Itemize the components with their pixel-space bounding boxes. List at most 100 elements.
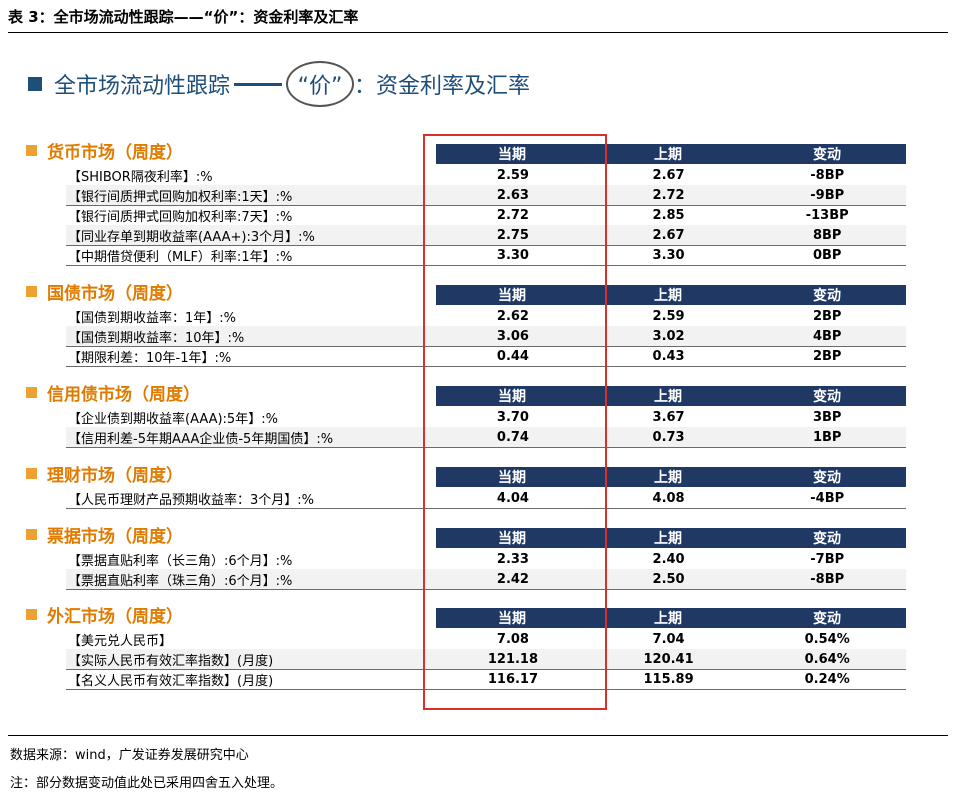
table-row: 【票据直贴利率（珠三角）:6个月】:% 2.42 2.50 -8BP — [66, 569, 906, 590]
section-square-icon — [26, 286, 37, 297]
banner-suffix: ：资金利率及汇率 — [354, 74, 531, 99]
col-header-previous: 上期 — [654, 147, 682, 163]
table-row: 【信用利差-5年期AAA企业债-5年期国债】:% 0.74 0.73 1BP — [66, 427, 906, 448]
column-header-row: 当期 上期 变动 — [436, 386, 906, 406]
footnote: 注：部分数据变动值此处已采用四舍五入处理。 — [10, 776, 284, 791]
col-header-change: 变动 — [813, 147, 841, 163]
value-current: 0.74 — [496, 429, 529, 445]
col-header-previous: 上期 — [654, 611, 682, 627]
value-current: 3.70 — [496, 409, 529, 425]
table-row: 【人民币理财产品预期收益率：3个月】:% 4.04 4.08 -4BP — [66, 488, 906, 509]
value-previous: 3.67 — [652, 409, 685, 425]
value-current: 2.42 — [496, 571, 529, 587]
value-change: 8BP — [812, 227, 842, 243]
column-header-row: 当期 上期 变动 — [436, 467, 906, 487]
banner-dash — [234, 82, 283, 86]
section-title: 国债市场（周度） — [26, 279, 183, 304]
table-row: 【票据直贴利率（长三角）:6个月】:% 2.33 2.40 -7BP — [66, 549, 906, 570]
section-title: 票据市场（周度） — [26, 522, 183, 547]
section-title: 外汇市场（周度） — [26, 602, 183, 627]
row-label: 【票据直贴利率（珠三角）:6个月】:% — [68, 573, 293, 589]
col-header-change: 变动 — [813, 611, 841, 627]
value-change: -4BP — [810, 490, 845, 506]
row-label: 【国债到期收益率：1年】:% — [68, 310, 237, 326]
value-change: 4BP — [812, 328, 842, 344]
column-header-row: 当期 上期 变动 — [436, 285, 906, 305]
table-row: 【中期借贷便利（MLF）利率:1年】:% 3.30 3.30 0BP — [66, 245, 906, 266]
value-current: 121.18 — [487, 651, 539, 667]
value-change: 2BP — [812, 348, 842, 364]
section-title-text: 理财市场（周度） — [47, 466, 183, 486]
section-title: 信用债市场（周度） — [26, 380, 200, 405]
value-previous: 2.67 — [652, 167, 685, 183]
section-title-text: 国债市场（周度） — [47, 284, 183, 304]
value-previous: 2.67 — [652, 227, 685, 243]
col-header-previous: 上期 — [654, 531, 682, 547]
row-label: 【票据直贴利率（长三角）:6个月】:% — [68, 553, 293, 569]
col-header-current: 当期 — [498, 288, 526, 304]
value-current: 2.62 — [496, 308, 529, 324]
section-title-text: 信用债市场（周度） — [47, 385, 200, 405]
value-previous: 4.08 — [652, 490, 685, 506]
banner-square-icon — [28, 77, 42, 91]
footer-divider — [8, 735, 948, 736]
table-row: 【实际人民币有效汇率指数】(月度) 121.18 120.41 0.64% — [66, 649, 906, 670]
value-change: 0.64% — [804, 651, 850, 667]
col-header-current: 当期 — [498, 611, 526, 627]
section-title-text: 货币市场（周度） — [47, 143, 183, 163]
column-header-row: 当期 上期 变动 — [436, 528, 906, 548]
table-row: 【银行间质押式回购加权利率:1天】:% 2.63 2.72 -9BP — [66, 185, 906, 206]
value-change: 0.54% — [804, 631, 850, 647]
row-label: 【实际人民币有效汇率指数】(月度) — [68, 653, 274, 669]
value-change: -8BP — [810, 571, 845, 587]
value-change: 1BP — [812, 429, 842, 445]
value-current: 4.04 — [496, 490, 529, 506]
value-previous: 2.50 — [652, 571, 685, 587]
value-change: 2BP — [812, 308, 842, 324]
value-current: 2.75 — [496, 227, 529, 243]
value-previous: 3.02 — [652, 328, 685, 344]
caption-divider — [8, 32, 948, 33]
value-previous: 7.04 — [652, 631, 685, 647]
value-change: 0BP — [812, 247, 842, 263]
table-row: 【同业存单到期收益率(AAA+):3个月】:% 2.75 2.67 8BP — [66, 225, 906, 246]
col-header-previous: 上期 — [654, 288, 682, 304]
value-previous: 2.85 — [652, 207, 685, 223]
value-current: 2.59 — [496, 167, 529, 183]
column-header-row: 当期 上期 变动 — [436, 608, 906, 628]
banner-prefix: 全市场流动性跟踪 — [54, 74, 231, 99]
section-square-icon — [26, 609, 37, 620]
col-header-change: 变动 — [813, 389, 841, 405]
section-square-icon — [26, 468, 37, 479]
row-label: 【人民币理财产品预期收益率：3个月】:% — [68, 492, 315, 508]
table-caption: 表 3：全市场流动性跟踪——“价”：资金利率及汇率 — [8, 8, 359, 26]
value-previous: 3.30 — [652, 247, 685, 263]
current-column-highlight — [423, 134, 607, 710]
section-square-icon — [26, 387, 37, 398]
col-header-previous: 上期 — [654, 389, 682, 405]
row-label: 【企业债到期收益率(AAA):5年】:% — [68, 411, 278, 427]
value-previous: 115.89 — [643, 671, 694, 687]
row-label: 【银行间质押式回购加权利率:1天】:% — [68, 189, 293, 205]
value-previous: 2.40 — [652, 551, 685, 567]
value-change: -9BP — [810, 187, 845, 203]
section-square-icon — [26, 529, 37, 540]
section-title-text: 外汇市场（周度） — [47, 607, 183, 627]
page-banner: 全市场流动性跟踪 “价” ：资金利率及汇率 — [28, 61, 531, 107]
section-title: 理财市场（周度） — [26, 461, 183, 486]
col-header-change: 变动 — [813, 470, 841, 486]
banner-circled-text: “价” — [286, 61, 355, 107]
col-header-current: 当期 — [498, 470, 526, 486]
table-row: 【国债到期收益率：10年】:% 3.06 3.02 4BP — [66, 326, 906, 347]
row-label: 【期限利差：10年-1年】:% — [68, 350, 232, 366]
value-change: -7BP — [810, 551, 845, 567]
col-header-current: 当期 — [498, 147, 526, 163]
row-label: 【名义人民币有效汇率指数】(月度) — [68, 673, 274, 689]
data-source: 数据来源：wind，广发证券发展研究中心 — [10, 748, 249, 763]
col-header-change: 变动 — [813, 531, 841, 547]
col-header-current: 当期 — [498, 389, 526, 405]
value-previous: 0.73 — [652, 429, 685, 445]
row-label: 【银行间质押式回购加权利率:7天】:% — [68, 209, 293, 225]
col-header-change: 变动 — [813, 288, 841, 304]
value-current: 3.30 — [496, 247, 529, 263]
